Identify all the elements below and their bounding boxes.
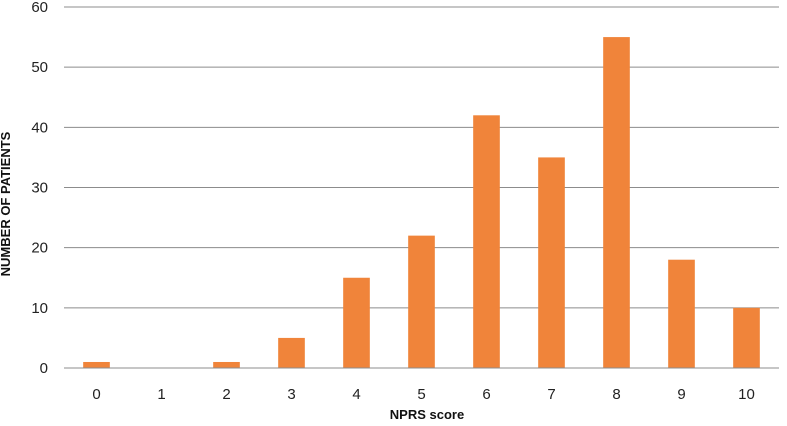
x-tick-label: 10 [738, 386, 755, 403]
y-tick-label: 50 [31, 59, 48, 76]
y-tick-label: 10 [31, 300, 48, 317]
x-tick-label: 6 [482, 386, 490, 403]
x-tick-label: 0 [92, 386, 100, 403]
bar-3 [278, 337, 305, 368]
bar-4 [343, 277, 370, 368]
bar-5 [408, 235, 435, 368]
x-tick-label: 4 [352, 386, 360, 403]
y-tick-label: 60 [31, 0, 48, 16]
y-tick-label: 30 [31, 180, 48, 197]
bars [83, 37, 760, 368]
x-tick-label: 2 [222, 386, 230, 403]
x-axis-title: NPRS score [390, 407, 464, 422]
bar-0 [83, 361, 110, 368]
y-tick-label: 40 [31, 119, 48, 136]
y-tick-label: 0 [40, 360, 48, 377]
bar-7 [538, 157, 565, 368]
y-tick-label: 20 [31, 240, 48, 257]
bar-6 [473, 115, 500, 368]
x-tick-labels: 0 1 2 3 4 5 6 7 8 9 10 [92, 386, 755, 403]
bar-10 [733, 307, 760, 368]
bar-8 [603, 37, 630, 368]
bar-9 [668, 259, 695, 368]
x-tick-label: 9 [677, 386, 685, 403]
x-tick-label: 7 [547, 386, 555, 403]
x-tick-label: 8 [612, 386, 620, 403]
x-tick-label: 1 [157, 386, 165, 403]
bar-2 [213, 361, 240, 368]
y-axis-title: NUMBER OF PATIENTS [0, 131, 13, 276]
x-tick-label: 3 [287, 386, 295, 403]
y-tick-labels: 0 10 20 30 40 50 60 [31, 0, 48, 377]
x-tick-label: 5 [417, 386, 425, 403]
